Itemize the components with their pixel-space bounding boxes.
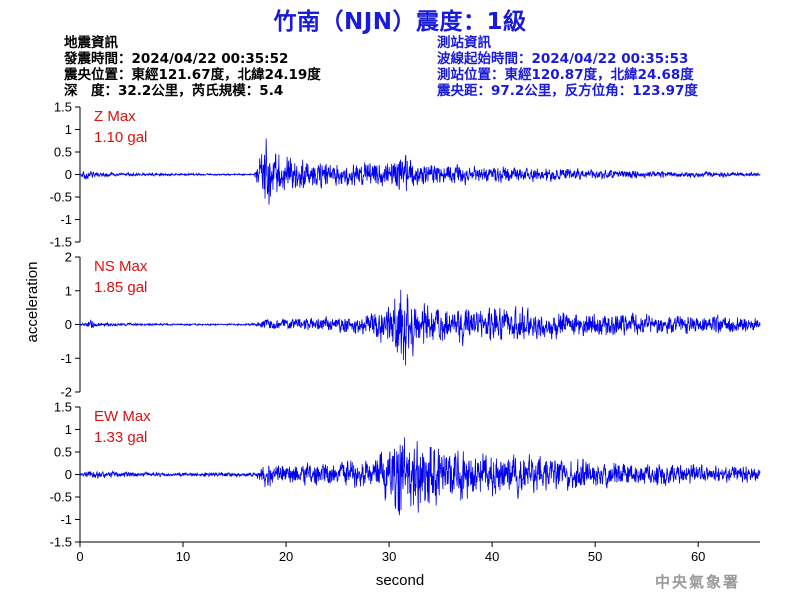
max-label-ew: EW Max (94, 408, 151, 425)
y-tick-label-ew: -1.5 (50, 535, 72, 550)
y-tick-label-ns: -1 (60, 351, 72, 366)
y-tick-label-z: 0.5 (54, 145, 72, 160)
station-info-heading: 測站資訊 (437, 35, 491, 51)
waveform-z (79, 138, 761, 205)
page-title: 竹南（NJN）震度：1級 (273, 9, 527, 35)
station-info: 測站資訊 波線起始時間：2024/04/22 00:35:53 測站位置：東經1… (437, 35, 698, 99)
x-tick-label: 20 (279, 549, 293, 564)
x-tick-label: 10 (176, 549, 190, 564)
wave-start-time: 波線起始時間：2024/04/22 00:35:53 (437, 51, 689, 67)
origin-time: 發震時間：2024/04/22 00:35:52 (64, 51, 289, 67)
y-tick-label-z: 1.5 (54, 100, 72, 115)
y-tick-label-z: -1.5 (50, 235, 72, 250)
max-value-ew: 1.33 gal (94, 429, 147, 446)
x-tick-label: 40 (485, 549, 499, 564)
y-tick-label-z: -0.5 (50, 190, 72, 205)
y-tick-label-z: -1 (60, 212, 72, 227)
y-tick-label-ns: 0 (65, 317, 72, 332)
epicentral-distance: 震央距：97.2公里，反方位角：123.97度 (437, 83, 698, 99)
y-tick-label-ew: 0 (65, 467, 72, 482)
max-label-ns: NS Max (94, 258, 148, 275)
max-label-z: Z Max (94, 108, 136, 125)
waveform-ew (79, 437, 761, 516)
y-tick-label-ew: 1 (65, 422, 72, 437)
x-tick-label: 50 (588, 549, 602, 564)
y-axis-label: acceleration (24, 262, 41, 343)
y-tick-label-z: 0 (65, 167, 72, 182)
epicenter-location: 震央位置：東經121.67度，北緯24.19度 (64, 67, 321, 83)
x-tick-label: 30 (382, 549, 396, 564)
depth-magnitude: 深 度：32.2公里，芮氏規模：5.4 (64, 83, 284, 99)
x-axis-label: second (376, 572, 424, 589)
max-value-ns: 1.85 gal (94, 279, 147, 296)
y-tick-label-ns: -2 (60, 385, 72, 400)
x-tick-label: 0 (76, 549, 83, 564)
y-tick-label-ew: 1.5 (54, 400, 72, 415)
y-tick-label-ew: 0.5 (54, 445, 72, 460)
y-tick-label-z: 1 (65, 122, 72, 137)
y-tick-label-ns: 1 (65, 283, 72, 298)
y-tick-label-ns: 2 (65, 250, 72, 265)
earthquake-info-heading: 地震資訊 (64, 35, 118, 51)
earthquake-info: 地震資訊 發震時間：2024/04/22 00:35:52 震央位置：東經121… (64, 35, 321, 99)
y-tick-label-ew: -0.5 (50, 490, 72, 505)
max-value-z: 1.10 gal (94, 129, 147, 146)
station-location: 測站位置：東經120.87度，北緯24.68度 (437, 67, 694, 83)
agency-credit: 中央氣象署 (655, 573, 741, 591)
x-tick-label: 60 (691, 549, 705, 564)
waveform-ns (79, 289, 761, 366)
y-tick-label-ew: -1 (60, 512, 72, 527)
